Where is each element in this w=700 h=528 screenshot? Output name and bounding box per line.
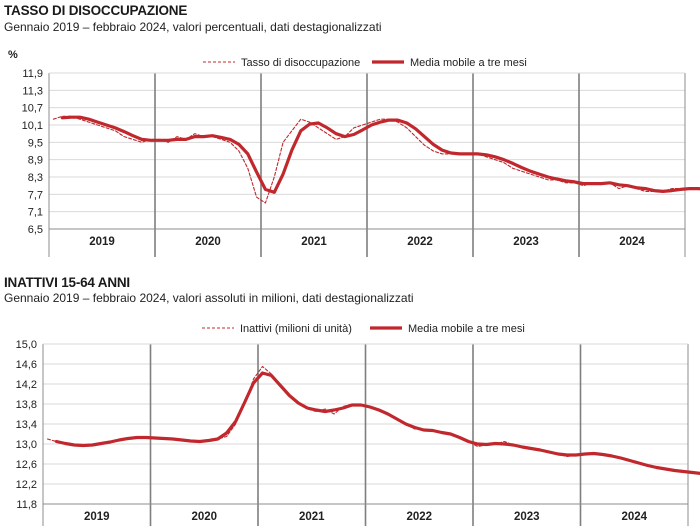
x-tick-label: 2019 [89, 236, 115, 248]
y-tick-label: 15,0 [16, 339, 37, 351]
y-tick-label: 11,9 [22, 68, 43, 80]
x-tick-label: 2021 [301, 236, 327, 248]
y-tick-label: 8,3 [28, 172, 43, 184]
series-line-moving-average [54, 371, 700, 475]
chart-subtitle: Gennaio 2019 – febbraio 2024, valori per… [4, 20, 382, 34]
y-tick-label: 13,8 [16, 399, 37, 411]
y-tick-label: 14,6 [16, 359, 37, 371]
y-tick-label: 12,2 [16, 479, 37, 491]
y-tick-label: 8,9 [28, 155, 43, 167]
y-tick-label: 14,2 [16, 379, 37, 391]
y-tick-label: 10,1 [22, 120, 43, 132]
legend-label: Media mobile a tre mesi [410, 57, 527, 69]
y-tick-label: 7,1 [28, 207, 43, 219]
x-tick-label: 2023 [514, 511, 540, 523]
y-tick-label: 13,0 [16, 439, 37, 451]
legend-label: Inattivi (milioni di unità) [240, 323, 352, 335]
legend-label: Media mobile a tre mesi [408, 323, 525, 335]
y-axis-label: % [8, 49, 18, 61]
x-tick-label: 2022 [406, 511, 432, 523]
y-tick-label: 11,3 [22, 85, 43, 97]
chart-subtitle: Gennaio 2019 – febbraio 2024, valori ass… [4, 291, 414, 305]
legend-label: Tasso di disoccupazione [241, 57, 360, 69]
y-tick-label: 11,8 [16, 499, 37, 511]
x-tick-label: 2020 [191, 511, 217, 523]
series-line-monthly [52, 115, 700, 204]
x-tick-label: 2024 [619, 236, 645, 248]
chart-title: INATTIVI 15-64 ANNI [4, 275, 130, 290]
x-tick-label: 2022 [407, 236, 433, 248]
inactive-chart: 15,0 14,6 14,2 13,8 13,4 13,0 12,6 12,2 11,8 2019… [16, 323, 700, 526]
x-tick-label: 2020 [195, 236, 221, 248]
y-tick-label: 12,6 [16, 459, 37, 471]
unemployment-panel: TASSO DI DISOCCUPAZIONE Gennaio 2019 – f… [0, 0, 700, 262]
chart-title: TASSO DI DISOCCUPAZIONE [4, 3, 188, 18]
y-tick-label: 7,7 [28, 189, 43, 201]
x-tick-label: 2024 [621, 511, 647, 523]
x-tick-label: 2021 [299, 511, 325, 523]
series-line-moving-average [60, 115, 700, 194]
inactive-panel: INATTIVI 15-64 ANNI Gennaio 2019 – febbr… [0, 262, 700, 528]
y-tick-label: 6,5 [28, 224, 43, 236]
x-tick-label: 2023 [513, 236, 539, 248]
y-tick-label: 13,4 [16, 419, 37, 431]
y-tick-label: 9,5 [28, 137, 43, 149]
x-tick-label: 2019 [84, 511, 110, 523]
unemployment-chart: 11,9 11,3 10,7 10,1 9,5 8,9 8,3 7,7 7,1 6,5% 2019 2… [8, 49, 700, 257]
y-tick-label: 10,7 [22, 103, 43, 115]
